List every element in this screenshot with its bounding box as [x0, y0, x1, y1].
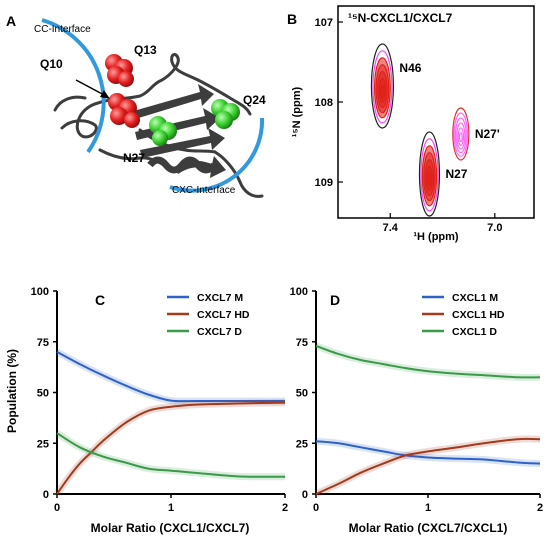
c-series-line-1 [56, 401, 286, 495]
nmr-x-tick-label: 7.0 [487, 222, 502, 234]
c-legend-label: CXCL7 HD [197, 309, 250, 321]
d-x-tick-label: 1 [425, 502, 431, 514]
cc-interface-label: CC-Interface [34, 24, 91, 35]
d-legend-label: CXCL1 D [452, 326, 497, 338]
nmr-peak-label-2: N27 [445, 167, 467, 181]
nmr-axes: 7.4 7.0 107 108 109 [315, 17, 503, 234]
nmr-x-tick-label: 7.4 [383, 222, 399, 234]
residue-label-q24: Q24 [243, 93, 266, 107]
panel-b-label: B [287, 11, 297, 27]
c-terminal-helix [147, 156, 217, 174]
panel-d: D 0 25 50 75 100 0 1 2 CXCL1 M CXCL1 HD CXCL1 D M… [290, 286, 543, 535]
c-y-tick-label: 0 [43, 489, 49, 501]
c-y-tick-label: 25 [37, 438, 49, 450]
d-series-line-0 [315, 440, 541, 465]
q10-pointer-arrowhead [100, 90, 110, 99]
panel-c-label: C [95, 292, 105, 308]
c-x-tick-label: 2 [282, 502, 288, 514]
nmr-title: ¹⁵N-CXCL1/CXCL7 [348, 11, 453, 25]
q10-pointer-arrow [75, 79, 107, 97]
d-legend-label: CXCL1 M [452, 292, 498, 304]
c-y-tick-label: 75 [37, 337, 49, 349]
panel-c-legend: CXCL7 M CXCL7 HD CXCL7 D [167, 292, 250, 338]
d-series-glow [314, 342, 541, 381]
nmr-y-tick-label: 108 [315, 97, 333, 109]
panel-d-axes: 0 25 50 75 100 0 1 2 [290, 286, 543, 514]
residue-q13-spheres [105, 54, 134, 87]
c-x-tick-label: 0 [54, 502, 60, 514]
nmr-peak-0 [370, 43, 395, 129]
c-legend-label: CXCL7 M [197, 292, 243, 304]
d-x-tick-label: 2 [537, 502, 543, 514]
residue-n27-spheres [149, 116, 177, 146]
panel-c: C 0 25 50 75 100 0 1 2 CXCL7 M CXCL7 HD CXCL7 D M… [5, 286, 288, 535]
nmr-x-axis-label: ¹H (ppm) [413, 231, 459, 243]
d-y-tick-label: 100 [290, 286, 308, 298]
panel-c-y-axis-label: Population (%) [5, 349, 19, 433]
panel-c-axes: 0 25 50 75 100 0 1 2 [31, 286, 288, 514]
d-y-tick-label: 0 [302, 489, 308, 501]
c-y-tick-label: 50 [37, 388, 49, 400]
d-y-tick-label: 75 [296, 337, 308, 349]
c-series-line-2 [56, 432, 286, 478]
panel-a: A [6, 13, 266, 198]
panel-d-series [314, 342, 541, 498]
c-legend-label: CXCL7 D [197, 326, 242, 338]
nmr-y-axis-label: ¹⁵N (ppm) [291, 86, 303, 137]
d-y-tick-label: 50 [296, 388, 308, 400]
residue-label-q10: Q10 [40, 57, 63, 71]
cc-interface-arc [41, 18, 106, 154]
d-series-line-2 [315, 344, 541, 379]
panel-d-legend: CXCL1 M CXCL1 HD CXCL1 D [422, 292, 505, 338]
d-y-tick-label: 25 [296, 438, 308, 450]
cxc-interface-arc [169, 117, 265, 193]
residue-q24-spheres [211, 99, 240, 129]
panel-c-x-axis-label: Molar Ratio (CXCL1/CXCL7) [91, 521, 250, 535]
panel-d-x-axis-label: Molar Ratio (CXCL7/CXCL1) [349, 521, 508, 535]
c-series-line-0 [56, 351, 285, 403]
nmr-plot-frame [337, 5, 535, 219]
nmr-peaks: N46 N27' N27 [370, 43, 500, 217]
nmr-y-tick-label: 109 [315, 177, 333, 189]
nmr-peak-1 [452, 107, 470, 161]
d-legend-label: CXCL1 HD [452, 309, 505, 321]
c-x-tick-label: 1 [168, 502, 174, 514]
cxc-interface-label: CXC-Interface [172, 185, 236, 196]
residue-q10-spheres [108, 93, 140, 128]
panel-c-series [54, 348, 286, 497]
panel-d-label: D [330, 292, 340, 308]
residue-label-n27: N27 [123, 151, 145, 165]
d-series-line-1 [315, 437, 541, 495]
residue-label-q13: Q13 [134, 43, 157, 57]
c-series-glow [54, 399, 286, 497]
nmr-peak-2 [418, 131, 441, 217]
panel-a-label: A [6, 13, 16, 29]
nmr-peak-label-0: N46 [399, 61, 421, 75]
c-series-glow [55, 348, 285, 405]
nmr-y-tick-label: 107 [315, 17, 333, 29]
panel-b: B ¹⁵N-CXCL1/CXCL7 N46 N27' N27 7.4 7.0 107 10… [287, 5, 535, 243]
c-y-tick-label: 100 [31, 286, 49, 298]
nmr-peak-label-1: N27' [475, 127, 500, 141]
d-x-tick-label: 0 [313, 502, 319, 514]
